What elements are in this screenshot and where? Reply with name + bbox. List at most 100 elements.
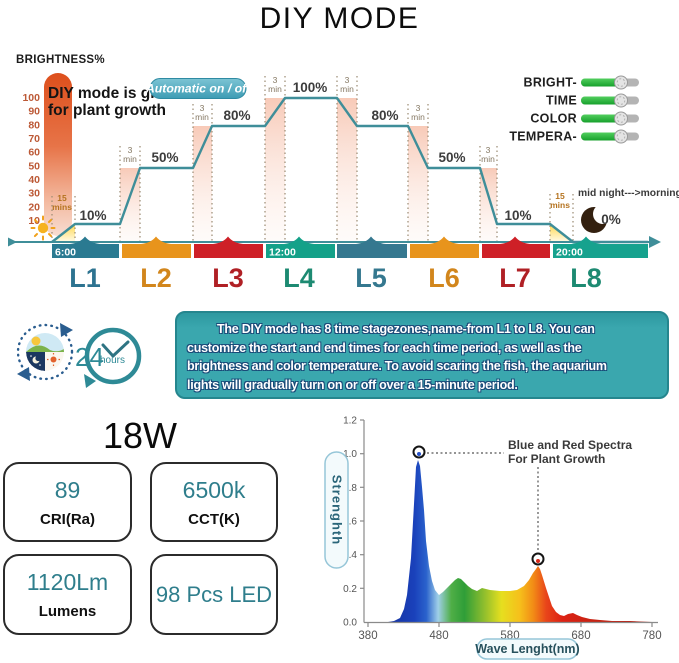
time-20: 20:00 [556,247,583,259]
svg-text:L6: L6 [428,263,460,293]
svg-text:1.2: 1.2 [343,416,357,427]
axis-arrow-right-icon [649,236,661,248]
svg-text:L2: L2 [140,263,172,293]
svg-text:20: 20 [28,201,40,213]
lumens-spec-box: 1120Lm Lumens [3,554,132,635]
svg-text:0.4: 0.4 [343,550,357,561]
cri-value: 89 [54,476,81,503]
hours-24-number: 24 [75,342,104,372]
time-6: 6:00 [55,247,76,259]
cri-label: CRI(Ra) [40,510,95,528]
segment-l7 [482,236,550,258]
info-line: brightness and color temperature. To avo… [187,359,607,373]
svg-text:L8: L8 [570,263,602,293]
cct-value: 6500k [182,476,246,503]
svg-text:100%: 100% [293,80,328,95]
svg-text:15: 15 [555,191,565,201]
svg-text:0.0: 0.0 [343,618,357,629]
svg-text:min: min [268,84,282,94]
svg-text:Strenghth: Strenghth [330,475,345,545]
svg-text:3: 3 [486,145,491,155]
plant-growth-note-line1: DIY mode is great [48,85,179,102]
spectrum-area [388,460,652,622]
lumens-label: Lumens [38,603,97,620]
peak-annotation: Blue and Red Spectra For Plant Growth [412,438,632,566]
cct-spec-box: 6500k CCT(K) [150,462,278,542]
svg-text:L1: L1 [69,263,101,293]
svg-text:50%: 50% [438,150,465,165]
brightness-gauge-ticks: 100 90 80 70 60 50 40 30 20 10 [22,92,40,227]
svg-text:30: 30 [28,188,40,200]
sun-icon [30,215,56,241]
brightness-slider[interactable] [581,75,639,90]
brightness-gauge [44,73,72,236]
segment-l2 [122,236,191,258]
svg-text:0.6: 0.6 [343,517,357,528]
segment-l3 [194,236,263,258]
cycle-icons: 24 hours [16,323,142,388]
time-axis [8,236,661,248]
segment-l4 [266,236,335,258]
svg-text:60: 60 [28,147,40,159]
led-count-spec-box: 98 Pcs LED [150,554,278,635]
segment-l5 [337,236,407,258]
svg-text:10%: 10% [79,208,106,223]
automatic-on-off-pill[interactable]: Automatic on / off [145,78,252,99]
svg-text:3: 3 [345,75,350,85]
axis-arrow-left-icon [8,237,17,247]
segment-l6 [410,236,479,258]
spectra-note-line1: Blue and Red Spectra [508,438,632,452]
svg-text:Wave Lenght(nm): Wave Lenght(nm) [475,642,579,656]
toggle-sliders [581,75,639,144]
spectrum-chart: 1.2 1.0 0.8 0.6 0.4 0.2 0.0 380 480 580 … [324,416,662,660]
diy-mode-info-box: The DIY mode has 8 time stagezones,name-… [175,311,669,399]
time-slider[interactable] [581,93,639,108]
hours-word: hours [100,355,125,366]
brightness-step-line [51,96,648,244]
svg-text:10: 10 [28,215,40,227]
svg-text:mins: mins [52,202,72,212]
moon-icon [581,204,613,233]
svg-text:min: min [340,84,354,94]
page-title: DIY MODE [259,2,420,35]
svg-text:380: 380 [358,630,377,642]
toggle-label-color: COLOR [530,112,577,126]
svg-text:100: 100 [22,92,40,104]
stage-percent-labels: 10% 50% 80% 100% 80% 50% 10% 0% [79,80,620,227]
led-count-value: 98 Pcs LED [155,581,273,607]
svg-text:90: 90 [28,106,40,118]
stage-labels: L1 L2 L3 L4 L5 L6 L7 L8 [69,263,602,293]
svg-text:min: min [411,112,425,122]
plant-growth-note-line2: for plant growth [48,102,166,119]
time-12: 12:00 [269,247,296,259]
svg-text:80%: 80% [371,108,398,123]
svg-text:Automatic on / off: Automatic on / off [145,82,252,96]
svg-text:70: 70 [28,133,40,145]
timeline-bar: 6:00 12:00 20:00 [52,236,648,259]
schedule-chart: BRIGHTNESS% 100 90 80 70 60 50 40 30 20 … [8,54,679,293]
svg-text:50: 50 [28,160,40,172]
svg-text:3: 3 [128,145,133,155]
segment-l8 [553,236,648,258]
svg-text:mins: mins [550,200,570,210]
svg-text:3: 3 [200,103,205,113]
spectra-note-line2: For Plant Growth [508,452,605,466]
brightness-axis-label: BRIGHTNESS% [16,54,105,66]
spectrum-y-ticks: 1.2 1.0 0.8 0.6 0.4 0.2 0.0 [343,416,357,629]
svg-text:10%: 10% [504,208,531,223]
svg-text:680: 680 [571,630,590,642]
svg-text:0.8: 0.8 [343,483,357,494]
cri-spec-box: 89 CRI(Ra) [3,462,132,542]
spectrum-axes [360,419,658,627]
svg-text:480: 480 [429,630,448,642]
temperature-slider[interactable] [581,129,639,144]
info-line: The DIY mode has 8 time stagezones,name-… [217,322,595,336]
midnight-morning-note: mid night--->morning [578,188,679,199]
24-hours-clock-icon: 24 hours [75,327,142,388]
svg-text:min: min [481,154,495,164]
color-slider[interactable] [581,111,639,126]
svg-text:15: 15 [57,193,67,203]
